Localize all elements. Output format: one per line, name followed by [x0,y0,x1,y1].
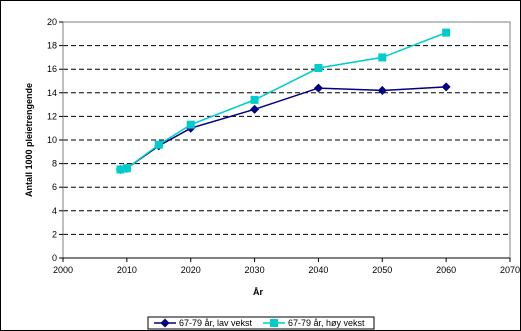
data-point [378,53,387,62]
legend-swatch-marker [160,318,170,328]
x-axis-ticks: 2000 2010 2020 2030 2040 2050 2060 2070 [53,257,520,275]
data-point [154,140,163,149]
x-tick-label: 2000 [53,265,73,275]
x-tick-label: 2070 [500,265,520,275]
y-tick-label: 20 [47,17,57,27]
legend-item-1: 67-79 år, lav vekst [154,318,253,328]
x-tick-label: 2060 [436,265,456,275]
data-point [122,164,131,173]
data-point [442,28,451,37]
x-tick-label: 2040 [308,265,328,275]
y-tick-label: 18 [47,41,57,51]
y-axis-title: Antall 1000 pleietrengende [24,83,34,197]
legend: 67-79 år, lav vekst 67-79 år, høy vekst [147,316,375,330]
y-tick-label: 10 [47,135,57,145]
y-tick-label: 8 [52,159,57,169]
series-line [120,31,447,171]
data-point [441,82,451,92]
y-tick-label: 16 [47,64,57,74]
legend-item-2: 67-79 år, høy vekst [263,318,365,328]
data-point [250,104,260,114]
y-tick-label: 4 [52,206,57,216]
legend-label: 67-79 år, høy vekst [288,318,365,328]
x-tick-label: 2030 [245,265,265,275]
data-point [313,83,323,93]
data-point [186,120,195,129]
y-tick-label: 6 [52,182,57,192]
series-group [115,28,451,175]
x-axis-title: År [253,287,263,297]
legend-box [147,316,375,330]
x-tick-label: 2010 [117,265,137,275]
y-tick-label: 12 [47,111,57,121]
data-point [250,95,259,104]
data-point [377,85,387,95]
y-tick-label: 2 [52,229,57,239]
y-tick-label: 0 [52,253,57,263]
legend-swatch-marker [270,319,278,327]
x-tick-label: 2050 [372,265,392,275]
y-axis-ticks: 0 2 4 6 8 10 12 14 16 18 20 [47,17,63,263]
y-tick-label: 14 [47,88,57,98]
data-point [314,64,323,73]
x-tick-label: 2020 [181,265,201,275]
legend-label: 67-79 år, lav vekst [179,318,253,328]
series-2 [116,28,451,174]
